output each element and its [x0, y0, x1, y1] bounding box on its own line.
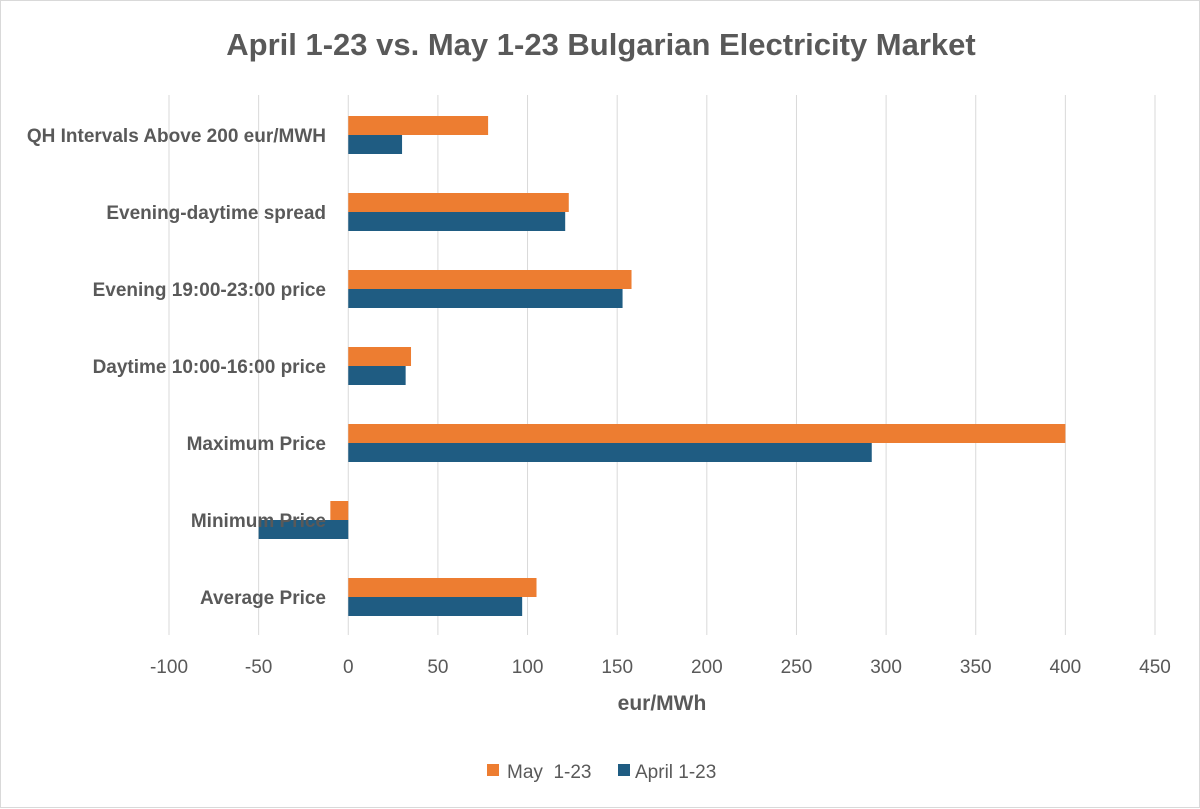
legend-swatch — [487, 764, 499, 776]
bars — [258, 116, 1066, 616]
x-tick-label: -100 — [150, 657, 188, 678]
bar-may — [348, 347, 412, 366]
x-tick-label: 400 — [1050, 657, 1082, 678]
x-axis-title: eur/MWh — [618, 692, 707, 715]
chart-title: April 1-23 vs. May 1-23 Bulgarian Electr… — [226, 27, 975, 62]
category-label: QH Intervals Above 200 eur/MWH — [27, 126, 326, 147]
category-label: Minimum Price — [191, 511, 326, 532]
category-label: Evening 19:00-23:00 price — [93, 280, 326, 301]
bar-april — [348, 289, 623, 308]
gridlines — [168, 95, 1156, 635]
bar-april — [348, 366, 406, 385]
x-tick-label: 350 — [960, 657, 992, 678]
legend-swatch — [618, 764, 630, 776]
bar-april — [258, 520, 349, 539]
bar-april — [348, 135, 403, 154]
bar-april — [348, 597, 523, 616]
category-label: Maximum Price — [187, 434, 326, 455]
x-tick-label: 150 — [601, 657, 633, 678]
bar-may — [348, 270, 632, 289]
x-tick-label: 250 — [781, 657, 813, 678]
x-tick-label: 100 — [512, 657, 544, 678]
x-tick-label: 300 — [870, 657, 902, 678]
x-tick-label: 0 — [343, 657, 354, 678]
category-label: Evening-daytime spread — [106, 203, 326, 224]
x-tick-label: 200 — [691, 657, 723, 678]
bar-april — [348, 212, 566, 231]
bar-may — [348, 424, 1066, 443]
bar-may — [348, 193, 569, 212]
legend: May 1-23 April 1-23 — [487, 762, 716, 783]
bar-may — [348, 578, 537, 597]
x-tick-label: 450 — [1139, 657, 1171, 678]
bar-may — [330, 501, 349, 520]
legend-label: May 1-23 — [507, 762, 591, 783]
labels: -100 -50 0 50 100 150 200 250 300 350 400 450 QH Int… — [27, 126, 1171, 678]
x-tick-label: -50 — [245, 657, 272, 678]
legend-label: April 1-23 — [635, 762, 716, 783]
bar-may — [348, 116, 489, 135]
x-tick-label: 50 — [427, 657, 448, 678]
category-label: Average Price — [200, 588, 326, 609]
bar-april — [348, 443, 872, 462]
category-label: Daytime 10:00-16:00 price — [93, 357, 326, 378]
